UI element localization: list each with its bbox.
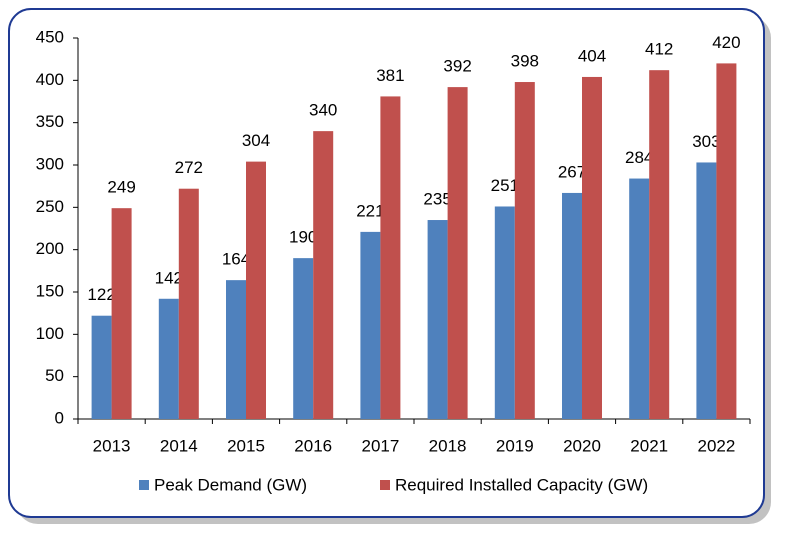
bar: [360, 231, 381, 419]
data-label: 404: [578, 46, 606, 65]
bar: [629, 178, 650, 419]
data-label: 304: [242, 131, 270, 150]
data-label: 412: [645, 40, 673, 59]
data-label: 272: [175, 158, 203, 177]
y-tick-label: 350: [36, 112, 64, 131]
data-label: 303: [692, 132, 720, 151]
bar: [178, 188, 199, 419]
data-label: 267: [558, 162, 586, 181]
y-tick-label: 50: [45, 366, 64, 385]
x-tick-label: 2018: [429, 436, 467, 455]
y-tick-label: 150: [36, 281, 64, 300]
x-tick-label: 2021: [630, 436, 668, 455]
x-tick-label: 2017: [361, 436, 399, 455]
bar: [582, 76, 602, 420]
y-tick-label: 0: [55, 408, 64, 427]
bar: [158, 298, 179, 419]
data-label: 398: [511, 52, 539, 71]
data-label: 235: [423, 190, 451, 209]
data-label: 284: [625, 148, 653, 167]
x-tick-label: 2015: [227, 436, 265, 455]
legend-swatch: [139, 480, 149, 490]
bar: [649, 70, 670, 419]
data-label: 249: [107, 178, 135, 197]
bar: [696, 162, 717, 419]
x-tick-label: 2022: [697, 436, 735, 455]
x-tick-label: 2020: [563, 436, 601, 455]
data-label: 340: [309, 101, 337, 120]
x-tick-label: 2014: [160, 436, 198, 455]
legend-label: Peak Demand (GW): [154, 475, 307, 494]
data-label: 221: [356, 201, 384, 220]
y-tick-label: 250: [36, 197, 64, 216]
data-label: 420: [712, 33, 740, 52]
data-label: 392: [443, 57, 471, 76]
bar: [494, 206, 515, 419]
data-label: 122: [87, 285, 115, 304]
y-tick-label: 400: [36, 70, 64, 89]
y-tick-label: 450: [36, 27, 64, 46]
data-label: 142: [155, 268, 183, 287]
x-tick-label: 2016: [294, 436, 332, 455]
bar: [447, 87, 468, 420]
legend-swatch: [380, 480, 390, 490]
y-tick-label: 200: [36, 239, 64, 258]
bar: [226, 280, 246, 419]
bar: [514, 82, 535, 419]
bar: [427, 220, 448, 419]
y-tick-label: 300: [36, 154, 64, 173]
bar: [111, 208, 132, 419]
legend-label: Required Installed Capacity (GW): [395, 475, 648, 494]
bar: [716, 63, 737, 420]
data-label: 190: [289, 228, 317, 247]
bar: [293, 258, 314, 419]
bar: [313, 131, 334, 419]
data-label: 251: [491, 176, 519, 195]
y-tick-label: 100: [36, 324, 64, 343]
x-tick-label: 2013: [93, 436, 131, 455]
x-tick-label: 2019: [496, 436, 534, 455]
bar: [246, 161, 266, 419]
bar: [91, 315, 112, 419]
bar: [562, 192, 582, 419]
data-label: 164: [222, 250, 250, 269]
data-label: 381: [376, 66, 404, 85]
bar: [380, 96, 401, 420]
